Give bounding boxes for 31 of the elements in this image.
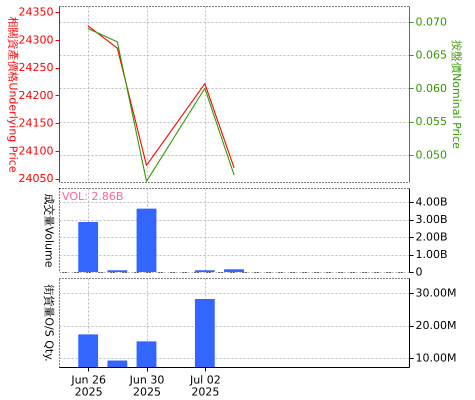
x-tick-label: Jul 02 2025 (188, 374, 221, 398)
y-tick-label: 24350 (18, 6, 54, 19)
x-tick-label: Jun 30 2025 (128, 374, 164, 398)
y2-axis-title: 按盤價Nominal Price (450, 40, 463, 150)
y2-tick-label: 1.00B (416, 248, 448, 261)
y2-tick-label: 0.060 (416, 82, 447, 95)
y-tick-label: 24100 (18, 144, 54, 158)
y-tick-label: 24300 (18, 33, 54, 46)
y2-tick-label: 30.00M (416, 286, 456, 300)
y2-axis-title: 成交量Volume (42, 194, 56, 268)
y-axis-title: 相關資產價格Underlying Price (6, 16, 20, 173)
y-tick-label: 24200 (18, 88, 54, 102)
y2-tick-label: 4.00B (416, 196, 448, 208)
bar (136, 208, 156, 272)
y2-tick-label: 0.050 (416, 148, 447, 162)
bar (78, 222, 98, 272)
y-tick-label: 24150 (18, 116, 54, 130)
x-tick-label: Jun 26 2025 (70, 374, 106, 398)
y-tick-label: 24050 (18, 172, 54, 186)
y2-tick-label: 0 (416, 266, 422, 278)
y2-tick-label: 0.070 (416, 15, 447, 28)
y2-tick-label: 20.00M (416, 319, 456, 332)
annotation: VOL: 2.86B (62, 190, 124, 203)
y2-tick-label: 0.055 (416, 115, 447, 128)
y2-tick-label: 10.00M (416, 351, 456, 364)
y-tick-label: 24250 (18, 61, 54, 74)
y2-tick-label: 3.00B (416, 213, 448, 226)
y2-axis-title: 街貨量O/S Qty. (42, 284, 56, 362)
y2-tick-label: 2.00B (416, 230, 448, 244)
y2-tick-label: 0.065 (416, 48, 447, 62)
bar (224, 269, 244, 272)
